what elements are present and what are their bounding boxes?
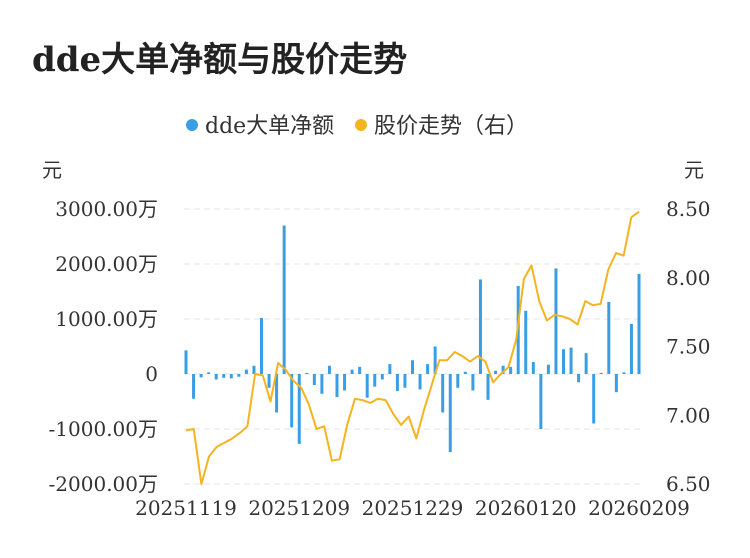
y-right-axis: 8.50 8.00 7.50 7.00 6.50 xyxy=(666,197,711,496)
bar xyxy=(448,374,452,453)
bar xyxy=(350,369,354,374)
bar xyxy=(373,374,377,387)
bar xyxy=(577,374,581,383)
bar xyxy=(411,360,414,374)
bar xyxy=(562,349,565,374)
bar xyxy=(433,346,437,374)
bar xyxy=(327,365,331,374)
legend-label-price: 股价走势（右） xyxy=(374,114,528,139)
bar xyxy=(418,374,422,390)
bar xyxy=(403,374,407,388)
bar xyxy=(569,347,573,374)
bar xyxy=(546,364,550,374)
bar xyxy=(524,310,528,374)
bar xyxy=(184,350,188,374)
bar xyxy=(207,372,211,374)
bar xyxy=(237,374,241,377)
bar xyxy=(297,374,301,444)
y-left-tick-label: 2000.00万 xyxy=(55,252,158,276)
y-right-tick-label: 6.50 xyxy=(666,472,711,496)
chart-title: dde大单净额与股价走势 xyxy=(32,40,408,80)
x-axis: 20251119 20251209 20251229 20260120 20260209 xyxy=(135,496,690,520)
bar xyxy=(584,353,588,374)
y-left-tick-label: -2000.00万 xyxy=(49,472,158,496)
bar xyxy=(539,374,543,429)
bar xyxy=(358,366,362,374)
bar xyxy=(290,374,294,428)
bar xyxy=(478,279,482,374)
y-right-tick-label: 8.50 xyxy=(666,197,711,221)
bar xyxy=(260,317,263,374)
x-tick-label: 20251229 xyxy=(362,496,464,520)
bar xyxy=(244,369,248,374)
bar xyxy=(343,374,347,391)
bar xyxy=(267,374,271,388)
bar xyxy=(463,371,467,374)
legend: dde大单净额 股价走势（右） xyxy=(186,114,528,139)
x-tick-label: 20251209 xyxy=(248,496,350,520)
legend-label-dde: dde大单净额 xyxy=(205,114,334,139)
bar xyxy=(629,323,633,374)
bar xyxy=(554,268,558,374)
bar xyxy=(426,364,430,374)
y-right-tick-label: 8.00 xyxy=(666,266,711,290)
y-right-tick-label: 7.00 xyxy=(666,403,711,427)
bar xyxy=(229,374,233,379)
bar xyxy=(614,374,618,393)
bar xyxy=(395,374,399,392)
price-line xyxy=(185,210,640,485)
y-left-axis: 3000.00万 2000.00万 1000.00万 0 -1000.00万 -2000.… xyxy=(49,197,158,496)
bar xyxy=(365,374,369,398)
bar xyxy=(252,365,256,374)
bar xyxy=(199,374,203,378)
bar xyxy=(214,374,218,380)
legend-marker-price xyxy=(355,119,367,131)
line-series xyxy=(185,210,640,485)
gridlines xyxy=(184,208,641,485)
bar xyxy=(622,372,626,374)
bar xyxy=(388,364,392,374)
bar xyxy=(599,372,603,374)
y-left-tick-label: 0 xyxy=(145,362,158,386)
x-tick-label: 20260120 xyxy=(475,496,577,520)
y-right-unit: 元 xyxy=(684,158,704,182)
y-left-tick-label: 3000.00万 xyxy=(55,197,158,221)
bar-series xyxy=(184,225,641,453)
bar xyxy=(320,374,324,394)
y-left-unit: 元 xyxy=(42,158,62,182)
y-right-tick-label: 7.50 xyxy=(666,335,711,359)
bar xyxy=(305,372,309,374)
bar xyxy=(471,374,475,391)
bar xyxy=(494,370,498,374)
bar xyxy=(531,361,535,374)
y-left-tick-label: 1000.00万 xyxy=(55,307,158,331)
y-left-tick-label: -1000.00万 xyxy=(49,417,158,441)
bar xyxy=(637,273,641,374)
bar xyxy=(192,374,196,399)
bar xyxy=(222,374,226,378)
bar xyxy=(486,374,490,400)
bar xyxy=(607,301,611,374)
bar xyxy=(282,225,286,374)
bar xyxy=(509,366,513,374)
bar xyxy=(380,374,384,380)
bar xyxy=(456,374,460,388)
x-tick-label: 20260209 xyxy=(588,496,690,520)
bar xyxy=(275,374,279,413)
bar xyxy=(501,365,505,374)
x-tick-label: 20251119 xyxy=(135,496,237,520)
bar xyxy=(335,374,339,398)
bar xyxy=(592,374,596,424)
legend-marker-dde xyxy=(186,119,198,131)
bar xyxy=(441,374,445,413)
bar xyxy=(312,374,316,385)
